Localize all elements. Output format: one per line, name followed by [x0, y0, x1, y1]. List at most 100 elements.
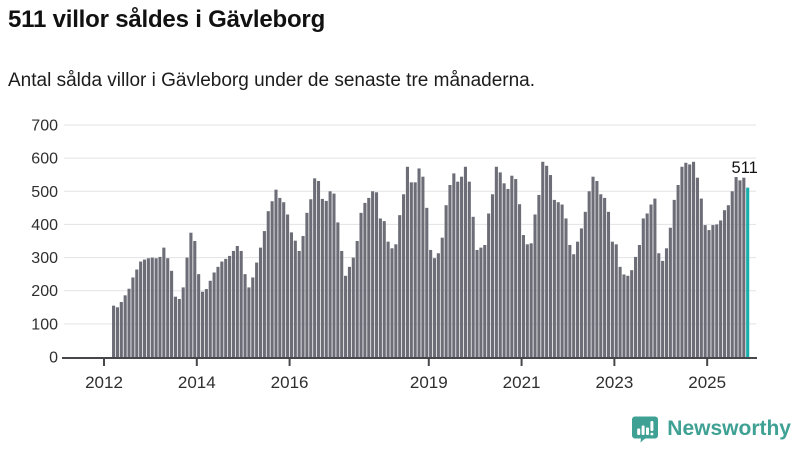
bar: [692, 161, 696, 357]
bar: [672, 199, 676, 357]
bar: [177, 299, 181, 357]
bar: [247, 287, 251, 357]
bar: [135, 269, 139, 357]
bar: [320, 198, 324, 357]
bar: [726, 205, 730, 357]
bar: [684, 162, 688, 357]
bar: [641, 218, 645, 357]
bar: [313, 178, 317, 357]
bar: [228, 255, 232, 357]
bar: [448, 184, 452, 357]
bar: [432, 258, 437, 357]
bar: [371, 191, 375, 357]
bar: [374, 192, 379, 357]
bar: [189, 232, 193, 357]
bar: [119, 301, 123, 357]
bar: [355, 241, 359, 357]
bar: [576, 241, 580, 357]
bar: [533, 214, 537, 357]
bar: [475, 249, 479, 357]
y-axis-label: 600: [31, 151, 58, 168]
bar: [719, 220, 723, 357]
bar: [545, 165, 549, 357]
bar: [479, 247, 483, 357]
bar: [278, 197, 282, 357]
bar: [390, 248, 394, 357]
bar: [541, 161, 545, 357]
bar: [467, 181, 471, 357]
bar: [344, 275, 348, 357]
newsworthy-logo[interactable]: Newsworthy: [631, 415, 791, 443]
bar: [730, 191, 734, 357]
bar: [680, 166, 684, 357]
highlight-value-label: 511: [732, 159, 758, 177]
bar: [413, 182, 417, 357]
bar: [367, 197, 371, 357]
bar: [328, 191, 332, 357]
y-axis-label: 700: [31, 118, 58, 135]
bar: [425, 207, 429, 357]
bar: [738, 180, 742, 357]
bar: [200, 291, 205, 357]
bar: [637, 244, 641, 357]
bar: [112, 305, 116, 357]
bar: [444, 205, 448, 357]
y-axis-label: 200: [31, 283, 58, 300]
bar: [556, 202, 560, 357]
bar: [610, 241, 614, 357]
bar: [614, 244, 618, 357]
bar: [436, 253, 440, 357]
bar: [258, 247, 263, 357]
bar: [286, 214, 290, 357]
bar: [487, 213, 491, 357]
bar: [251, 277, 255, 357]
bar: [347, 266, 351, 357]
bar: [386, 241, 390, 357]
bar: [166, 258, 170, 357]
bar: [173, 296, 177, 357]
bar: [382, 221, 386, 357]
bar: [661, 260, 665, 357]
bar: [316, 181, 321, 357]
bar: [204, 289, 208, 357]
bar: [603, 197, 607, 357]
bar: [266, 211, 270, 357]
y-axis-label: 300: [31, 250, 58, 267]
y-axis-label: 500: [31, 184, 58, 201]
bar: [579, 228, 583, 357]
bar: [688, 164, 692, 357]
bar: [626, 275, 630, 357]
bar: [583, 211, 587, 357]
bar: [591, 176, 595, 357]
bar: [429, 249, 433, 357]
bar: [664, 248, 669, 357]
bar: [490, 194, 495, 357]
bar: [587, 191, 591, 357]
bar: [150, 257, 154, 357]
bar: [525, 244, 529, 357]
bar: [394, 244, 398, 357]
bar: [440, 237, 444, 357]
chart-subtitle: Antal sålda villor i Gävleborg under de …: [8, 70, 536, 91]
bar: [289, 232, 293, 357]
bar: [235, 245, 239, 357]
bar: [297, 250, 301, 357]
x-axis-label: 2012: [85, 373, 123, 392]
bar: [301, 236, 305, 357]
bar: [154, 258, 158, 357]
bar: [378, 218, 382, 357]
bar: [336, 222, 340, 357]
bar: [274, 189, 278, 357]
bar: [529, 243, 533, 357]
bar: [498, 172, 502, 357]
brand-name: Newsworthy: [667, 417, 791, 440]
bar: [270, 201, 274, 357]
x-axis-label: 2023: [595, 373, 633, 392]
bar: [560, 204, 564, 357]
bar: [324, 200, 328, 357]
bar: [518, 204, 522, 357]
bar: [572, 254, 576, 357]
bar: [552, 199, 556, 357]
bar: [197, 274, 201, 357]
